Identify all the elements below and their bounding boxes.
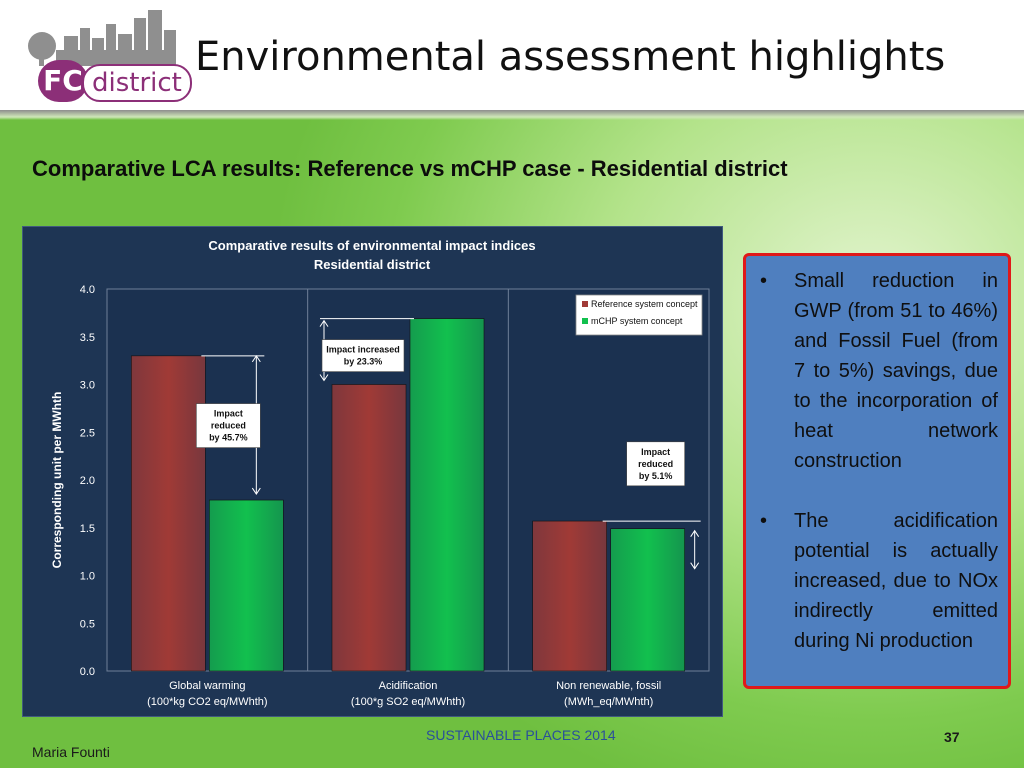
chart-title: Comparative results of environmental imp… (208, 238, 535, 253)
footer-author: Maria Founti (32, 744, 110, 760)
legend-box (575, 294, 703, 336)
impact-bar-chart: Comparative results of environmental imp… (22, 226, 723, 717)
chart-subtitle: Residential district (314, 257, 431, 272)
footer-event: SUSTAINABLE PLACES 2014 (426, 727, 616, 743)
y-tick-label: 0.5 (80, 618, 95, 630)
plot-area (106, 288, 710, 672)
highlight-item: • Small reduction in GWP (from 51 to 46%)… (754, 266, 998, 476)
highlight-text: The acidification potential is actually … (794, 510, 998, 652)
y-tick-label: 0.0 (80, 666, 95, 678)
arrow-head-icon (690, 562, 700, 570)
bullet-icon: • (760, 270, 768, 292)
x-tick-label: Non renewable, fossil (556, 680, 661, 692)
legend-label: mCHP system concept (591, 316, 683, 326)
header-divider (0, 110, 1024, 120)
y-tick-label: 2.0 (80, 475, 95, 487)
bullet-icon: • (760, 510, 768, 532)
annotation-text: Impact increased (326, 345, 400, 355)
bar-reference (532, 520, 607, 672)
page-number: 37 (944, 729, 960, 745)
bar-reference (131, 355, 206, 672)
bar-reference (331, 384, 407, 672)
x-tick-unit: (100*g SO2 eq/MWhth) (351, 696, 465, 708)
bar-mchp (610, 528, 685, 672)
fc-district-logo: FC district (20, 6, 192, 106)
arrow-head-icon (690, 529, 700, 537)
y-tick-label: 1.0 (80, 571, 95, 583)
slide-title: Environmental assessment highlights (195, 34, 946, 80)
legend-swatch (582, 318, 588, 324)
y-tick-label: 3.5 (80, 332, 95, 344)
arrow-head-icon (251, 354, 261, 363)
highlight-text: Small reduction in GWP (from 51 to 46%) … (794, 270, 998, 472)
highlight-item: • The acidification potential is actually… (754, 506, 998, 656)
city-skyline-icon (28, 10, 176, 66)
x-tick-unit: (100*kg CO2 eq/MWhth) (147, 696, 267, 708)
x-tick-label: Acidification (379, 680, 438, 692)
highlights-list: • Small reduction in GWP (from 51 to 46%)… (754, 266, 998, 656)
bar-mchp (409, 318, 485, 672)
slide-header: FC district Environmental assessment hig… (0, 0, 1024, 112)
legend-label: Reference system concept (591, 299, 698, 309)
annotation-text: by 5.1% (639, 471, 673, 481)
annotation-text: reduced (638, 459, 673, 469)
annotation-text: Impact (214, 409, 243, 419)
y-tick-label: 3.0 (80, 380, 95, 392)
annotation-text: Impact (641, 447, 670, 457)
logo-district-text: district (82, 64, 192, 102)
arrow-head-icon (251, 487, 261, 495)
annotation-text: by 45.7% (209, 433, 248, 443)
annotation-text: reduced (211, 421, 246, 431)
y-tick-label: 2.5 (80, 427, 95, 439)
annotation-box (196, 403, 261, 448)
y-tick-label: 4.0 (80, 284, 95, 296)
chart-canvas: Comparative results of environmental imp… (50, 238, 710, 708)
arrow-head-icon (319, 374, 329, 382)
slide-subtitle: Comparative LCA results: Reference vs mC… (32, 156, 788, 181)
y-axis-label: Corresponding unit per MWhth (50, 392, 64, 569)
bar-mchp (209, 499, 284, 672)
x-tick-unit: (MWh_eq/MWhth) (564, 696, 653, 708)
highlights-box: • Small reduction in GWP (from 51 to 46%)… (743, 253, 1011, 689)
x-tick-label: Global warming (169, 680, 245, 692)
annotation-text: by 23.3% (344, 357, 383, 367)
annotation-box (626, 441, 685, 487)
legend-swatch (582, 301, 588, 307)
y-tick-label: 1.5 (80, 523, 95, 535)
logo-fc-badge: FC (38, 60, 88, 102)
annotation-box (321, 339, 405, 372)
arrow-head-icon (319, 319, 329, 327)
